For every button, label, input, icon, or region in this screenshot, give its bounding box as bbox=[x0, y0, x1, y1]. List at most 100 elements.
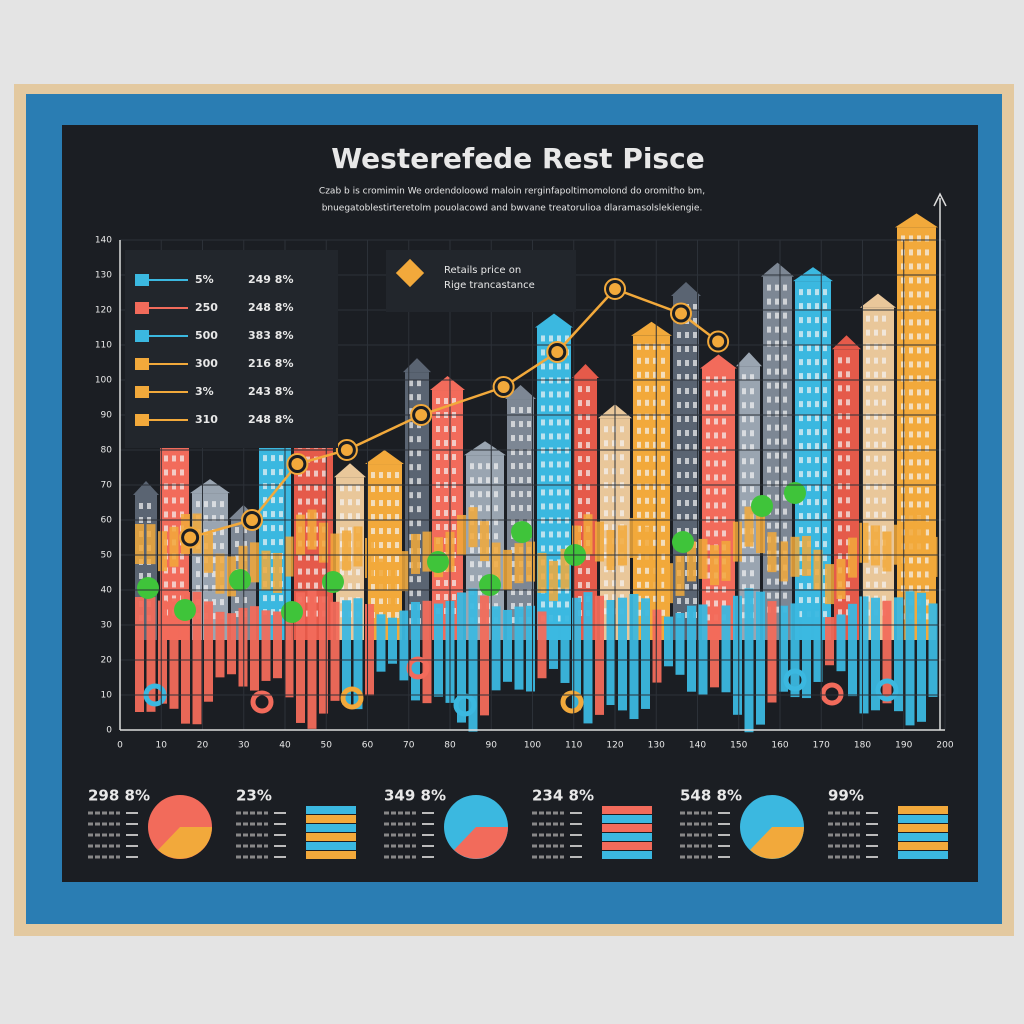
window bbox=[661, 539, 665, 546]
window bbox=[767, 578, 771, 585]
window bbox=[541, 391, 545, 398]
window bbox=[541, 405, 545, 412]
bar-deco bbox=[250, 606, 259, 691]
window bbox=[677, 499, 681, 506]
window bbox=[661, 511, 665, 518]
window bbox=[452, 454, 456, 461]
window bbox=[436, 510, 440, 517]
window bbox=[917, 501, 921, 508]
window bbox=[882, 399, 886, 406]
window bbox=[823, 345, 827, 352]
bar-deco bbox=[779, 541, 788, 582]
window bbox=[714, 446, 718, 453]
window bbox=[874, 385, 878, 392]
window bbox=[653, 455, 657, 462]
window bbox=[549, 601, 553, 608]
window bbox=[677, 471, 681, 478]
window bbox=[565, 503, 569, 510]
window bbox=[653, 483, 657, 490]
window bbox=[714, 474, 718, 481]
window bbox=[807, 331, 811, 338]
window bbox=[653, 511, 657, 518]
window bbox=[519, 449, 523, 456]
window bbox=[714, 600, 718, 607]
window bbox=[147, 503, 151, 509]
window bbox=[783, 452, 787, 459]
x-tick-label: 130 bbox=[648, 741, 665, 751]
window bbox=[196, 571, 200, 578]
window bbox=[815, 415, 819, 422]
dot bbox=[453, 693, 477, 717]
legend-value: 243 8% bbox=[248, 385, 293, 398]
bar-deco bbox=[560, 609, 570, 683]
window bbox=[917, 403, 921, 410]
window bbox=[901, 347, 905, 354]
window bbox=[243, 541, 247, 548]
window bbox=[775, 354, 779, 361]
window bbox=[838, 525, 842, 532]
decoration bbox=[133, 213, 938, 733]
window bbox=[775, 550, 779, 557]
window bbox=[783, 592, 787, 599]
window bbox=[409, 394, 413, 401]
window bbox=[799, 457, 803, 464]
bar-deco bbox=[181, 592, 190, 724]
window bbox=[783, 340, 787, 347]
bar-deco bbox=[675, 555, 685, 596]
window bbox=[557, 335, 561, 342]
window bbox=[823, 289, 827, 296]
window bbox=[549, 363, 553, 370]
window bbox=[901, 263, 905, 270]
tree bbox=[511, 521, 533, 543]
window bbox=[677, 401, 681, 408]
window bbox=[348, 513, 352, 520]
window bbox=[866, 399, 870, 406]
bar-deco bbox=[802, 535, 811, 576]
bar-deco bbox=[687, 541, 696, 582]
window bbox=[243, 527, 247, 534]
bar-deco bbox=[802, 602, 811, 699]
window bbox=[838, 497, 842, 504]
window bbox=[815, 541, 819, 548]
window bbox=[444, 468, 448, 475]
x-tick-label: 30 bbox=[238, 741, 250, 751]
window bbox=[742, 598, 746, 605]
window bbox=[172, 581, 176, 588]
window bbox=[909, 431, 913, 438]
window bbox=[478, 505, 482, 512]
bar-deco bbox=[330, 533, 340, 574]
window bbox=[549, 531, 553, 538]
window bbox=[846, 427, 850, 434]
window bbox=[164, 525, 168, 532]
window bbox=[565, 531, 569, 538]
window bbox=[807, 415, 811, 422]
window bbox=[147, 573, 151, 579]
window bbox=[180, 483, 184, 490]
roof bbox=[700, 354, 737, 369]
window bbox=[371, 598, 375, 605]
window bbox=[417, 576, 421, 583]
x-tick-label: 150 bbox=[730, 741, 747, 751]
window bbox=[917, 417, 921, 424]
bar-deco bbox=[652, 549, 662, 590]
tree bbox=[784, 482, 806, 504]
window bbox=[164, 497, 168, 504]
point-core bbox=[497, 381, 510, 393]
x-tick-label: 20 bbox=[197, 741, 209, 751]
window bbox=[799, 303, 803, 310]
window bbox=[172, 497, 176, 504]
arrow-head bbox=[933, 192, 947, 207]
window bbox=[909, 417, 913, 424]
window bbox=[874, 315, 878, 322]
window bbox=[604, 440, 608, 447]
window bbox=[742, 570, 746, 577]
window bbox=[565, 601, 569, 608]
window bbox=[750, 374, 754, 381]
window bbox=[882, 357, 886, 364]
window bbox=[925, 487, 929, 494]
bar-deco bbox=[790, 536, 800, 577]
window bbox=[722, 474, 726, 481]
window bbox=[677, 457, 681, 464]
window bbox=[901, 501, 905, 508]
window bbox=[620, 510, 624, 517]
